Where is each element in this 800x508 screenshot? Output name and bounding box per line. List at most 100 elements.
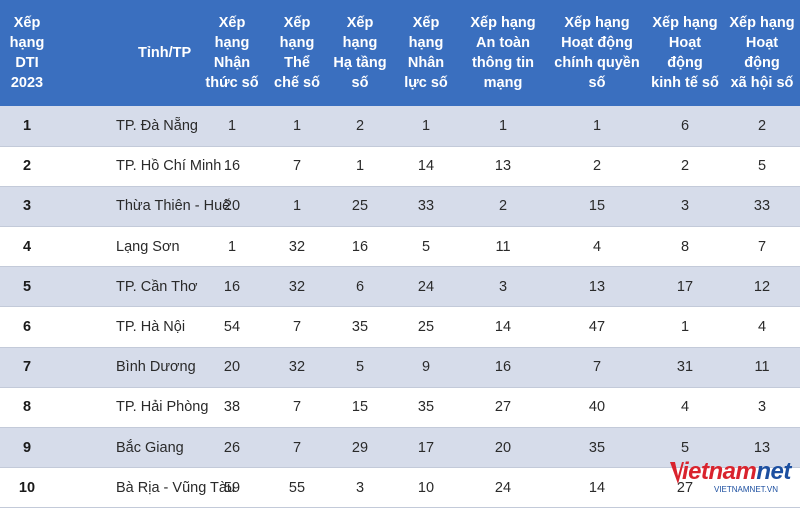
rank-value-cell: 33 xyxy=(394,186,458,228)
rank-value-cell: 1 xyxy=(548,106,646,147)
rank-value-cell: 13 xyxy=(548,266,646,308)
rank-value-cell: 35 xyxy=(326,306,394,348)
logo-v-mark-icon xyxy=(670,462,684,484)
rank-value-cell: 1 xyxy=(458,106,548,147)
rank-value-cell: 16 xyxy=(196,146,268,187)
rank-value-cell: 2 xyxy=(548,146,646,187)
rank-value-cell: 1 xyxy=(268,186,326,228)
rank-value-cell: 47 xyxy=(548,306,646,348)
header-dti-rank: Xếp hạng DTI 2023 xyxy=(0,0,54,106)
table-row: 9 Bắc Giang 26 7 29 17 20 35 5 13 xyxy=(0,427,800,469)
province-cell: TP. Hồ Chí Minh xyxy=(54,146,221,187)
rank-value-cell: 6 xyxy=(646,106,724,147)
rank-value-cell: 2 xyxy=(724,106,800,147)
header-digital-economy: Xếp hạng Hoạt động kinh tế số xyxy=(646,0,724,106)
rank-value-cell: 14 xyxy=(458,306,548,348)
rank-value-cell: 24 xyxy=(458,467,548,508)
logo-subtitle: VIETNAMNET.VN xyxy=(714,485,779,494)
rank-value-cell: 7 xyxy=(724,226,800,268)
province-cell: TP. Cần Thơ xyxy=(54,266,198,308)
rank-value-cell: 1 xyxy=(268,106,326,147)
rank-value-cell: 2 xyxy=(458,186,548,228)
province-cell: Lạng Sơn xyxy=(54,226,196,268)
table-header-row: Xếp hạng DTI 2023 Tỉnh/TP Xếp hạng Nhận … xyxy=(0,0,800,106)
province-cell: TP. Hà Nội xyxy=(54,306,196,348)
province-cell: Thừa Thiên - Huế xyxy=(54,186,230,228)
rank-value-cell: 15 xyxy=(326,387,394,429)
rank-value-cell: 14 xyxy=(394,146,458,187)
dti-rank-cell: 9 xyxy=(0,427,54,469)
rank-value-cell: 4 xyxy=(724,306,800,348)
rank-value-cell: 3 xyxy=(724,387,800,429)
rank-value-cell: 16 xyxy=(196,266,268,308)
rank-value-cell: 1 xyxy=(394,106,458,147)
rank-value-cell: 25 xyxy=(394,306,458,348)
rank-value-cell: 3 xyxy=(326,467,394,508)
dti-rank-cell: 10 xyxy=(0,467,54,508)
dti-rank-cell: 1 xyxy=(0,106,54,147)
rank-value-cell: 2 xyxy=(646,146,724,187)
table-row: 5 TP. Cần Thơ 16 32 6 24 3 13 17 12 xyxy=(0,266,800,308)
table-row: 6 TP. Hà Nội 54 7 35 25 14 47 1 4 xyxy=(0,306,800,348)
rank-value-cell: 40 xyxy=(548,387,646,429)
rank-value-cell: 7 xyxy=(268,427,326,469)
rank-value-cell: 54 xyxy=(196,306,268,348)
rank-value-cell: 26 xyxy=(196,427,268,469)
dti-rank-cell: 7 xyxy=(0,347,54,388)
rank-value-cell: 29 xyxy=(326,427,394,469)
rank-value-cell: 1 xyxy=(196,226,268,268)
rank-value-cell: 15 xyxy=(548,186,646,228)
table-row: 8 TP. Hải Phòng 38 7 15 35 27 40 4 3 xyxy=(0,387,800,429)
rank-value-cell: 32 xyxy=(268,226,326,268)
rank-value-cell: 1 xyxy=(326,146,394,187)
table-row: 2 TP. Hồ Chí Minh 16 7 1 14 13 2 2 5 xyxy=(0,146,800,187)
header-digital-government: Xếp hạng Hoạt động chính quyền số xyxy=(548,0,646,106)
header-digital-human-resources: Xếp hạng Nhân lực số xyxy=(394,0,458,106)
header-province: Tỉnh/TP xyxy=(54,0,196,106)
dti-rank-cell: 4 xyxy=(0,226,54,268)
rank-value-cell: 3 xyxy=(458,266,548,308)
rank-value-cell: 8 xyxy=(646,226,724,268)
header-digital-institutions: Xếp hạng Thể chế số xyxy=(268,0,326,106)
rank-value-cell: 38 xyxy=(196,387,268,429)
rank-value-cell: 5 xyxy=(394,226,458,268)
table-row: 1 TP. Đà Nẵng 1 1 2 1 1 1 6 2 xyxy=(0,106,800,147)
header-digital-society: Xếp hạng Hoạt động xã hội số xyxy=(724,0,800,106)
rank-value-cell: 24 xyxy=(394,266,458,308)
rank-value-cell: 35 xyxy=(548,427,646,469)
dti-rank-cell: 2 xyxy=(0,146,54,187)
province-cell: Bình Dương xyxy=(54,347,196,388)
rank-value-cell: 32 xyxy=(268,266,326,308)
rank-value-cell: 16 xyxy=(458,347,548,388)
province-cell: Bắc Giang xyxy=(54,427,196,469)
rank-value-cell: 17 xyxy=(646,266,724,308)
vietnamnet-logo: ietnamnet VIETNAMNET.VN xyxy=(670,458,791,502)
rank-value-cell: 25 xyxy=(326,186,394,228)
rank-value-cell: 16 xyxy=(326,226,394,268)
rank-value-cell: 3 xyxy=(646,186,724,228)
rank-value-cell: 14 xyxy=(548,467,646,508)
rank-value-cell: 20 xyxy=(196,186,268,228)
rank-value-cell: 12 xyxy=(724,266,800,308)
province-cell: TP. Đà Nẵng xyxy=(54,106,198,147)
dti-rank-cell: 3 xyxy=(0,186,54,228)
rank-value-cell: 31 xyxy=(646,347,724,388)
rank-value-cell: 11 xyxy=(458,226,548,268)
logo-wordmark: ietnamnet xyxy=(682,458,791,486)
table-row: 10 Bà Rịa - Vũng Tàu 59 55 3 10 24 14 27 xyxy=(0,467,800,508)
rank-value-cell: 35 xyxy=(394,387,458,429)
rank-value-cell: 4 xyxy=(646,387,724,429)
rank-value-cell: 13 xyxy=(458,146,548,187)
rank-value-cell: 10 xyxy=(394,467,458,508)
table-body: 1 TP. Đà Nẵng 1 1 2 1 1 1 6 2 2 TP. Hồ Chí Minh 16 7 1… xyxy=(0,106,800,508)
rank-value-cell: 5 xyxy=(326,347,394,388)
rank-value-cell: 11 xyxy=(724,347,800,388)
rank-value-cell: 7 xyxy=(548,347,646,388)
rank-value-cell: 32 xyxy=(268,347,326,388)
rank-value-cell: 5 xyxy=(724,146,800,187)
table-row: 7 Bình Dương 20 32 5 9 16 7 31 11 xyxy=(0,347,800,388)
dti-rank-cell: 6 xyxy=(0,306,54,348)
logo-main-text: ietnam xyxy=(682,458,757,485)
